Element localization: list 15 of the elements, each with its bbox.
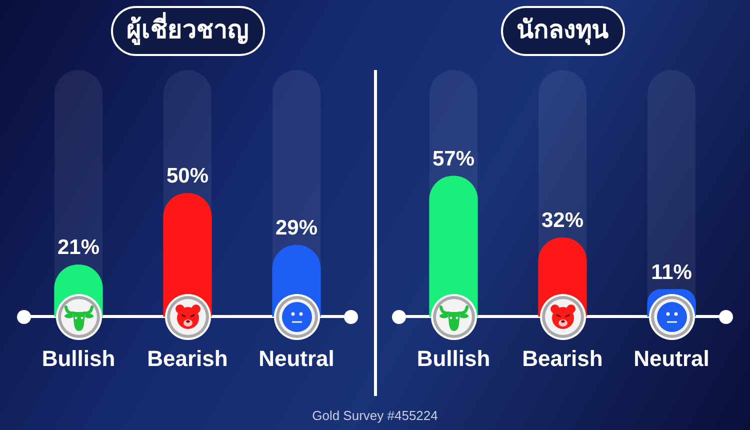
data-label: 32% bbox=[541, 208, 584, 232]
data-label: 50% bbox=[166, 164, 209, 188]
chart-title: นักลงทุน bbox=[500, 6, 624, 56]
data-label: 11% bbox=[651, 260, 692, 284]
data-label: 29% bbox=[275, 216, 318, 240]
text: Gold Survey #455224 bbox=[312, 408, 438, 423]
x-tick-label: Bullish bbox=[416, 346, 490, 371]
data-label: 57% bbox=[432, 147, 475, 170]
data-label: 21% bbox=[57, 236, 100, 260]
x-tick-label: Bearish bbox=[522, 346, 603, 371]
x-tick-label: Neutral bbox=[634, 346, 710, 371]
x-tick-label: Bullish bbox=[42, 346, 116, 371]
x-tick-label: Bearish bbox=[147, 346, 228, 371]
x-tick-label: Neutral bbox=[258, 346, 334, 371]
chart-title: ผู้เชี่ยวชาญ bbox=[110, 6, 264, 56]
